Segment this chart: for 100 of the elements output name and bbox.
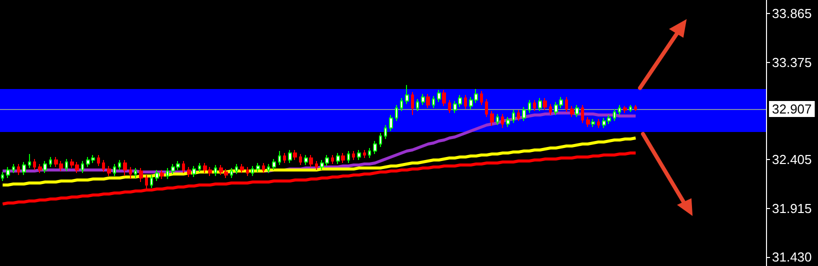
candlestick bbox=[272, 158, 276, 170]
candlestick bbox=[581, 104, 584, 124]
candlestick bbox=[299, 154, 302, 166]
candlestick bbox=[251, 166, 254, 176]
candlestick bbox=[591, 118, 595, 128]
candlestick bbox=[155, 170, 159, 182]
candlestick bbox=[107, 166, 111, 176]
candlestick bbox=[17, 164, 20, 176]
candlestick bbox=[102, 160, 105, 172]
candlestick bbox=[464, 94, 467, 110]
candlestick bbox=[501, 114, 504, 128]
ref-line-label: 32.907 bbox=[772, 102, 812, 116]
candlestick bbox=[565, 96, 568, 112]
candlestick bbox=[426, 94, 430, 108]
candlestick bbox=[528, 100, 531, 114]
candlestick bbox=[517, 110, 520, 122]
line-series bbox=[1, 136, 638, 186]
candlestick bbox=[634, 104, 637, 112]
candlestick bbox=[118, 160, 121, 170]
candlestick bbox=[235, 164, 238, 174]
candlestick bbox=[395, 104, 398, 122]
candlestick bbox=[416, 98, 419, 112]
candlestick bbox=[192, 166, 196, 178]
candlestick bbox=[150, 174, 153, 188]
candlestick bbox=[6, 166, 10, 178]
candlestick bbox=[38, 164, 42, 174]
candlestick bbox=[49, 156, 52, 168]
candlestick bbox=[485, 98, 488, 118]
candlestick bbox=[134, 168, 137, 178]
candlestick bbox=[512, 110, 515, 124]
candlestick bbox=[570, 106, 574, 118]
candlestick bbox=[240, 164, 244, 174]
y-tick-label: 32.405 bbox=[772, 152, 812, 167]
candlestick bbox=[278, 150, 281, 166]
candlestick bbox=[283, 152, 286, 164]
candlestick bbox=[363, 150, 366, 158]
candlestick bbox=[198, 162, 201, 172]
candlestick bbox=[538, 98, 542, 112]
candlestick bbox=[384, 124, 387, 140]
candlestick bbox=[379, 132, 382, 148]
candlestick bbox=[575, 104, 579, 118]
candlestick bbox=[597, 118, 600, 128]
candlestick bbox=[341, 152, 345, 164]
candlestick bbox=[389, 114, 393, 132]
candlestick bbox=[28, 154, 31, 168]
candlestick bbox=[113, 164, 116, 176]
candlestick bbox=[411, 92, 414, 116]
candlestick bbox=[405, 84, 409, 104]
candlestick bbox=[123, 160, 127, 176]
candlestick bbox=[160, 170, 164, 180]
candlestick bbox=[352, 150, 355, 160]
candlestick bbox=[1, 172, 4, 182]
candlestick bbox=[437, 90, 441, 102]
y-tick-label: 33.375 bbox=[772, 55, 812, 70]
candlestick bbox=[432, 96, 435, 108]
candlestick bbox=[65, 158, 68, 172]
candlestick bbox=[12, 164, 15, 174]
candlestick bbox=[182, 160, 185, 174]
candlestick bbox=[400, 98, 403, 112]
candlestick bbox=[256, 162, 260, 172]
candlestick bbox=[304, 154, 308, 166]
candlestick bbox=[373, 140, 377, 154]
candlestick bbox=[629, 104, 632, 112]
candlestick bbox=[293, 150, 297, 160]
candlestick bbox=[480, 90, 483, 106]
candlestick bbox=[81, 160, 84, 174]
candlestick bbox=[522, 106, 526, 122]
y-tick-label: 31.430 bbox=[772, 250, 812, 264]
candlestick bbox=[97, 154, 100, 166]
candlestick bbox=[442, 90, 446, 106]
candlestick bbox=[139, 168, 143, 182]
candlestick bbox=[262, 162, 265, 174]
candlestick bbox=[586, 116, 590, 128]
candlestick bbox=[33, 158, 36, 170]
line-series bbox=[1, 152, 638, 206]
candlestick bbox=[166, 168, 169, 180]
candlestick bbox=[448, 100, 451, 114]
candlestick bbox=[230, 168, 233, 178]
candlestick bbox=[336, 152, 340, 164]
candlestick bbox=[288, 150, 292, 164]
candlestick bbox=[421, 94, 425, 106]
candlestick bbox=[129, 166, 132, 180]
candlestick bbox=[331, 154, 334, 164]
candlestick bbox=[490, 110, 494, 126]
candlestick bbox=[623, 106, 627, 114]
candlestick bbox=[145, 174, 148, 190]
candlestick bbox=[506, 116, 510, 128]
candlestick bbox=[543, 98, 547, 110]
candlestick bbox=[368, 148, 371, 158]
candlestick bbox=[618, 104, 621, 116]
candlestick bbox=[496, 114, 499, 126]
candlestick bbox=[246, 166, 249, 176]
candlestick bbox=[22, 162, 26, 176]
candlestick bbox=[613, 108, 616, 122]
candlestick bbox=[187, 166, 191, 178]
candlestick bbox=[549, 104, 552, 116]
candlestick bbox=[267, 164, 270, 174]
y-tick-label: 33.865 bbox=[772, 6, 812, 21]
y-tick-label: 31.915 bbox=[772, 201, 812, 216]
candlestick bbox=[533, 100, 536, 112]
